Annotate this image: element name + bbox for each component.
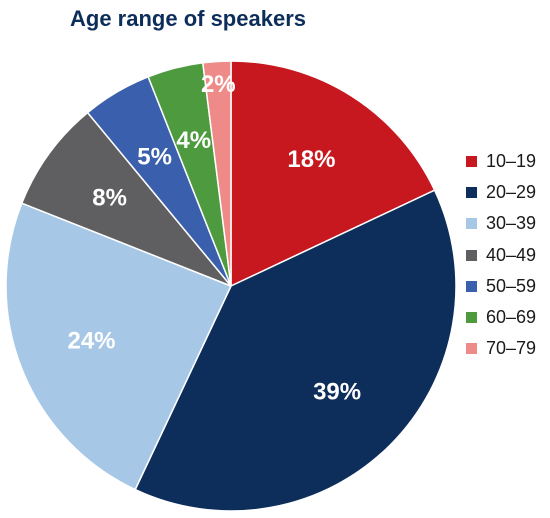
slice-label: 5% bbox=[137, 143, 172, 170]
chart-title: Age range of speakers bbox=[70, 6, 306, 31]
legend-item: 50–59 bbox=[466, 271, 536, 302]
legend-item: 20–29 bbox=[466, 177, 536, 208]
pie-slices bbox=[5, 60, 457, 512]
legend-item: 10–19 bbox=[466, 146, 536, 177]
legend-item: 60–69 bbox=[466, 302, 536, 333]
legend-label: 20–29 bbox=[486, 182, 537, 203]
legend-swatch bbox=[466, 343, 477, 355]
legend-swatch bbox=[466, 249, 477, 261]
legend-swatch bbox=[466, 187, 477, 199]
legend-label: 30–39 bbox=[486, 213, 537, 234]
legend-swatch bbox=[466, 312, 477, 324]
pie-slice-30–39 bbox=[5, 202, 233, 491]
slice-label: 2% bbox=[201, 71, 236, 98]
legend: 10–19 20–29 30–39 40–49 50–59 60–69 70–79 bbox=[466, 146, 536, 364]
pie-slice-labels: 18% 39% 24% 8% 5%4% 2% bbox=[67, 71, 361, 406]
slice-label: 18% bbox=[287, 146, 335, 173]
legend-label: 10–19 bbox=[486, 151, 537, 172]
legend-swatch bbox=[466, 280, 477, 292]
slice-label: 4% bbox=[176, 127, 211, 154]
legend-item: 70–79 bbox=[466, 333, 536, 364]
pie-slice-40–49 bbox=[20, 111, 232, 287]
slice-label: 39% bbox=[313, 379, 361, 406]
pie-slice-20–29 bbox=[134, 189, 457, 512]
legend-swatch bbox=[466, 156, 477, 168]
legend-label: 50–59 bbox=[486, 275, 537, 296]
legend-label: 40–49 bbox=[486, 244, 537, 265]
legend-label: 60–69 bbox=[486, 307, 537, 328]
pie-slice-70–79 bbox=[201, 60, 232, 287]
slice-label: 24% bbox=[67, 328, 115, 355]
legend-item: 30–39 bbox=[466, 208, 536, 239]
legend-swatch bbox=[466, 218, 477, 230]
legend-label: 70–79 bbox=[486, 338, 537, 359]
pie-slice-10–19 bbox=[230, 60, 436, 288]
legend-item: 40–49 bbox=[466, 240, 536, 271]
slice-label: 8% bbox=[92, 184, 127, 211]
